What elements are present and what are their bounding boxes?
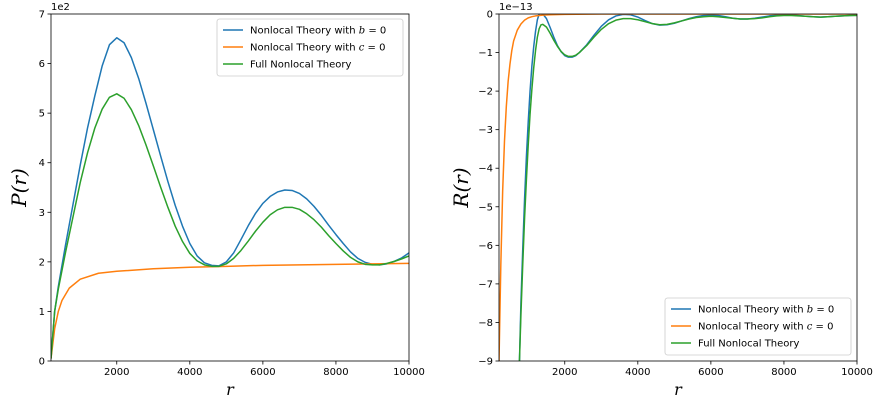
series-line-3 (51, 93, 409, 359)
legend: Nonlocal Theory with b = 0 Nonlocal Theor… (664, 297, 852, 356)
legend-label-1: Nonlocal Theory with b = 0 (698, 305, 834, 316)
series-line-2 (51, 262, 409, 359)
x-tick-label: 2000 (552, 367, 577, 378)
y-tick-label: −9 (478, 357, 493, 368)
x-tick-label: 10000 (393, 367, 425, 378)
y-tick-label: −4 (478, 164, 493, 175)
y-axis-label: R(r) (449, 167, 473, 208)
axes-frame (498, 13, 858, 362)
y-tick-label: 3 (39, 208, 45, 219)
legend-label-3: Full Nonlocal Theory (250, 60, 352, 71)
chart-panel-1: 2000 4000 6000 8000 10000 0 1 2 3 4 5 6 7 1e2 r P(r) Non… (7, 2, 425, 399)
y-axis-label: P(r) (7, 168, 31, 208)
y-tick-label: −6 (478, 241, 493, 252)
legend: Nonlocal Theory with b = 0 Nonlocal Theor… (216, 18, 404, 77)
y-tick-label: −2 (478, 87, 493, 98)
series-line-2 (499, 14, 857, 361)
x-tick-label: 8000 (323, 367, 348, 378)
y-tick-label: −3 (478, 125, 493, 136)
y-tick-label: 5 (39, 109, 45, 120)
y-tick-label: 1 (39, 307, 45, 318)
series-line-1 (51, 37, 409, 359)
legend-label-1: Nonlocal Theory with b = 0 (250, 26, 386, 37)
legend-box (664, 297, 852, 356)
axes-frame (50, 13, 410, 362)
y-tick-label: −7 (478, 279, 493, 290)
x-axis-label: r (226, 380, 235, 399)
y-tick-label: 4 (39, 158, 45, 169)
plot-area (499, 14, 857, 361)
axis-offset-text: 1e2 (51, 2, 70, 13)
y-tick-label: 0 (487, 10, 493, 21)
legend-label-3: Full Nonlocal Theory (698, 339, 800, 350)
series-line-3 (518, 14, 857, 361)
series-line-1 (518, 14, 857, 361)
y-tick-label: −8 (478, 318, 493, 329)
x-tick-label: 8000 (771, 367, 796, 378)
plot-area (51, 37, 409, 359)
x-axis-label: r (674, 380, 683, 399)
x-tick-label: 6000 (698, 367, 723, 378)
x-tick-label: 10000 (841, 367, 873, 378)
y-tick-label: 0 (39, 357, 45, 368)
y-tick-label: 7 (39, 10, 45, 21)
y-tick-label: 6 (39, 59, 45, 70)
y-tick-label: −1 (478, 48, 493, 59)
chart-panel-2: 2000 4000 6000 8000 10000 0 −1 −2 −3 −4 −5 −6 −7 −8 −9… (449, 2, 873, 399)
x-tick-label: 2000 (104, 367, 129, 378)
legend-label-2: Nonlocal Theory with c = 0 (698, 322, 833, 333)
x-tick-label: 4000 (177, 367, 202, 378)
legend-label-2: Nonlocal Theory with c = 0 (250, 43, 385, 54)
x-tick-label: 6000 (250, 367, 275, 378)
y-tick-label: 2 (39, 257, 45, 268)
x-tick-label: 4000 (625, 367, 650, 378)
legend-box (216, 18, 404, 77)
axis-offset-text: 1e−13 (499, 2, 533, 13)
y-tick-label: −5 (478, 202, 493, 213)
